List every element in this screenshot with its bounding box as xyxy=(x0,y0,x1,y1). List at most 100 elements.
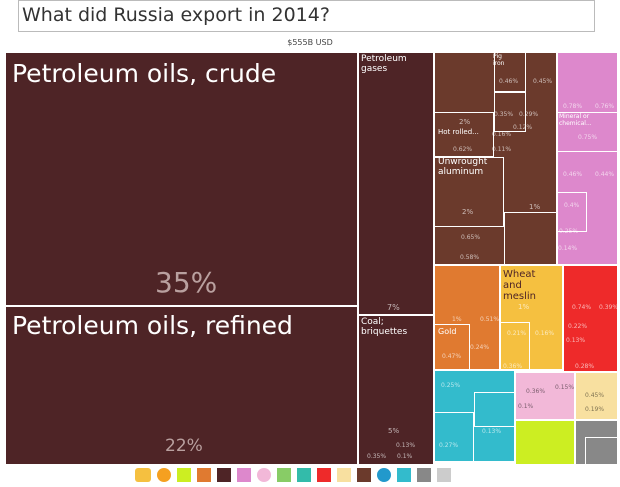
tile-share: 0.22% xyxy=(568,323,588,330)
tile-share: 0.4% xyxy=(564,202,580,209)
vegetables xyxy=(515,420,575,465)
sub-tile xyxy=(434,112,494,157)
icon[interactable] xyxy=(217,468,231,482)
tile-share: 0.35% xyxy=(494,111,514,118)
icon[interactable] xyxy=(357,468,371,482)
tile-share: 22% xyxy=(165,436,203,456)
tile-share: 2% xyxy=(459,118,471,126)
tile-share: 0.46% xyxy=(499,78,519,85)
icon[interactable] xyxy=(337,468,351,482)
tile-share: 0.24% xyxy=(470,344,490,351)
category-icons xyxy=(135,468,485,485)
tile-share: 0.13% xyxy=(566,337,586,344)
tile-share: 0.78% xyxy=(563,103,583,110)
tile-name: Gold xyxy=(438,327,457,336)
tile-share: 1% xyxy=(518,303,530,311)
icon[interactable] xyxy=(397,468,411,482)
tile-share: 0.19% xyxy=(585,406,605,413)
tile-name: Petroleum oils, refined xyxy=(12,311,293,340)
icon[interactable] xyxy=(317,468,331,482)
tile-share: 0.27% xyxy=(439,442,459,449)
tile-share: 0.45% xyxy=(585,392,605,399)
tile-share: 0.16% xyxy=(492,131,512,138)
tile-share: 0.76% xyxy=(595,103,615,110)
tile-share: 0.25% xyxy=(559,228,579,235)
tile-name: Unwrought aluminum xyxy=(438,157,488,177)
tile-share: 0.21% xyxy=(507,330,527,337)
sub-tile xyxy=(434,412,474,462)
tile-share: 0.35% xyxy=(367,453,387,460)
tile-share: 0.12% xyxy=(513,124,533,131)
tile-name: Petroleum gases xyxy=(361,54,407,74)
tile-share: 0.36% xyxy=(503,363,523,370)
tile-name: Pig iron xyxy=(493,53,505,67)
tile-share: 0.14% xyxy=(558,245,578,252)
sub-tile xyxy=(504,212,557,265)
tile-name: Hot rolled... xyxy=(438,128,479,136)
tile-share: 0.36% xyxy=(526,388,546,395)
tile-share: 0.74% xyxy=(572,304,592,311)
tile-share: 0.62% xyxy=(453,146,473,153)
tile-share: 7% xyxy=(387,303,400,312)
tile-share: 0.1% xyxy=(397,453,413,460)
sub-tile xyxy=(557,112,618,152)
tile-name: Petroleum oils, crude xyxy=(12,59,277,88)
icon[interactable] xyxy=(377,468,391,482)
tile-share: 0.16% xyxy=(535,330,555,337)
icon[interactable] xyxy=(157,468,171,482)
icon[interactable] xyxy=(197,468,211,482)
tile-share: 0.28% xyxy=(575,363,595,370)
total: $555B USD xyxy=(287,38,333,47)
tile xyxy=(358,52,434,315)
tile-share: 0.65% xyxy=(461,234,481,241)
tile-share: 0.13% xyxy=(482,428,502,435)
tile-share: 0.44% xyxy=(595,171,615,178)
sub-tile xyxy=(557,192,587,232)
wood xyxy=(575,372,618,420)
icon[interactable] xyxy=(417,468,431,482)
sub-tile xyxy=(494,92,526,132)
metals xyxy=(434,52,557,265)
icon[interactable] xyxy=(437,468,451,482)
tile-share: 0.25% xyxy=(441,382,461,389)
minerals xyxy=(434,265,500,370)
tile xyxy=(5,52,358,306)
tile-share: 0.15% xyxy=(555,384,575,391)
tile-share: 0.45% xyxy=(533,78,553,85)
treemap xyxy=(5,52,618,465)
tile-share: 0.46% xyxy=(563,171,583,178)
tile xyxy=(358,315,434,465)
tile-share: 1% xyxy=(452,316,462,323)
title-box xyxy=(18,0,595,32)
icon[interactable] xyxy=(237,468,251,482)
icon[interactable] xyxy=(135,468,151,482)
sub-tile xyxy=(494,52,526,92)
tile-share: 0.1% xyxy=(518,403,534,410)
tile-share: 0.39% xyxy=(599,304,619,311)
sub-tile xyxy=(434,324,470,370)
icon[interactable] xyxy=(257,468,271,482)
food xyxy=(500,265,563,370)
chemicals xyxy=(557,52,618,265)
icon[interactable] xyxy=(177,468,191,482)
tile-name: Coal; briquettes xyxy=(361,317,408,337)
tile-name: Mineral or chemical... xyxy=(559,113,592,127)
tile-share: 0.51% xyxy=(480,316,500,323)
machines xyxy=(563,265,618,372)
tile-share: 0.47% xyxy=(442,353,462,360)
tile-share: 0.29% xyxy=(519,111,539,118)
icon[interactable] xyxy=(297,468,311,482)
sub-tile xyxy=(474,392,515,427)
tile xyxy=(5,306,358,465)
tile-share: 35% xyxy=(155,266,218,299)
icon[interactable] xyxy=(277,468,291,482)
tile-share: 0.11% xyxy=(492,146,512,153)
plastics xyxy=(515,372,575,420)
sub-tile xyxy=(500,322,530,370)
sub-tile xyxy=(585,437,618,465)
tile-share: 5% xyxy=(388,427,400,435)
tile-share: 0.13% xyxy=(396,442,416,449)
tile-share: 2% xyxy=(462,208,474,216)
tile-share: 0.75% xyxy=(578,134,598,141)
